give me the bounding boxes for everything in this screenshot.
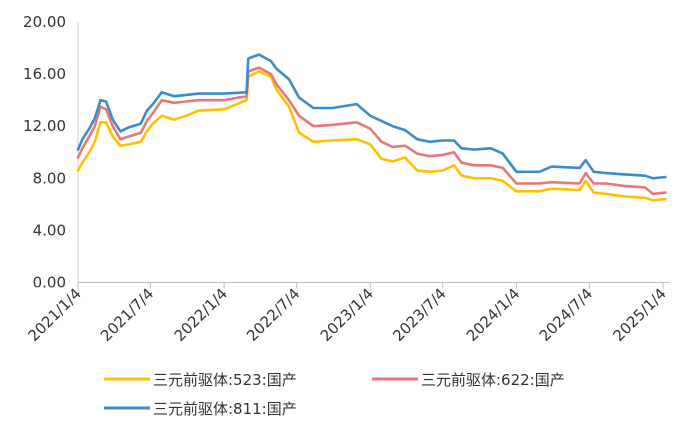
y-tick-label: 8.00 <box>33 169 66 187</box>
x-tick-label: 2023/7/4 <box>389 285 449 345</box>
series-line-1 <box>76 66 667 196</box>
y-tick-label: 16.00 <box>23 65 66 83</box>
y-tick-label: 4.00 <box>33 221 66 239</box>
x-tick-label: 2025/1/4 <box>609 285 669 345</box>
y-axis-ticks: 0.00 4.00 8.00 12.00 16.00 20.00 <box>23 13 66 292</box>
x-tick-label: 2022/1/4 <box>171 285 231 345</box>
y-tick-label: 12.00 <box>23 117 66 135</box>
series-line-0 <box>76 70 667 202</box>
legend-label-1: 三元前驱体:622:国产 <box>421 371 565 389</box>
x-tick-label: 2021/1/4 <box>24 285 84 345</box>
legend-label-2: 三元前驱体:811:国产 <box>153 400 297 418</box>
x-tick-label: 2022/7/4 <box>243 285 303 345</box>
x-tick-label: 2024/7/4 <box>536 285 596 345</box>
x-tick-label: 2021/7/4 <box>97 285 157 345</box>
legend-label-0: 三元前驱体:523:国产 <box>153 371 297 389</box>
x-tick-label: 2024/1/4 <box>463 285 523 345</box>
y-tick-label: 0.00 <box>33 274 66 292</box>
x-tick-label: 2023/1/4 <box>317 285 377 345</box>
y-tick-label: 20.00 <box>23 13 66 31</box>
series-lines <box>76 53 667 202</box>
series-line-2 <box>76 53 667 180</box>
x-axis-ticks: 2021/1/4 2021/7/4 2022/1/4 2022/7/4 2023/1/4… <box>24 282 670 345</box>
